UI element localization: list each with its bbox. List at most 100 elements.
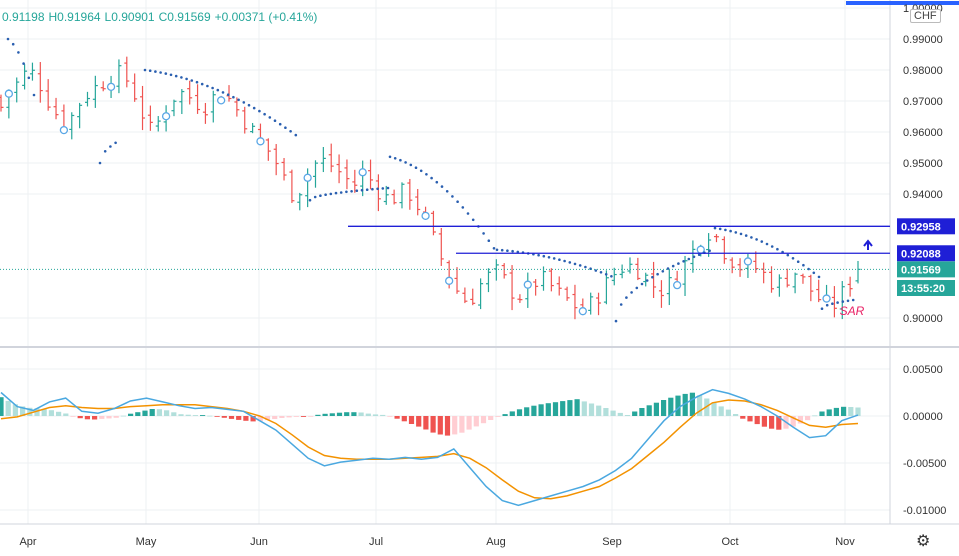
macd-histogram-bar <box>135 412 141 416</box>
resistance-badge-bg <box>897 218 955 235</box>
sar-dot <box>154 70 157 73</box>
macd-histogram-bar <box>156 409 162 416</box>
macd-histogram <box>0 392 861 436</box>
sar-dot <box>263 112 266 116</box>
candle <box>603 270 609 305</box>
sar-dot <box>713 226 717 230</box>
sar-dot <box>345 190 348 194</box>
candle <box>124 56 130 88</box>
candle <box>407 178 413 210</box>
sar-dot <box>697 253 701 256</box>
candle <box>611 267 617 286</box>
macd-histogram-bar <box>488 416 494 420</box>
macd-histogram-bar <box>603 408 609 416</box>
sar-dot <box>817 275 821 279</box>
macd-histogram-bar <box>581 401 587 416</box>
sar-dot <box>365 188 369 191</box>
macd-axis-label: 0.00500 <box>903 364 943 376</box>
sar-dot <box>765 242 769 246</box>
macd-histogram-bar <box>56 411 62 416</box>
macd-histogram-bar <box>653 402 659 416</box>
sar-label: SAR <box>840 304 865 318</box>
support-badge-bg <box>897 245 955 262</box>
candle <box>541 266 547 291</box>
event-marker-icon <box>106 82 116 92</box>
macd-histogram-bar <box>142 410 148 416</box>
time-axis-label: Oct <box>721 536 738 548</box>
candle <box>666 269 672 306</box>
sar-dot <box>682 260 685 263</box>
macd-histogram-bar <box>48 410 54 416</box>
macd-histogram-bar <box>675 395 681 416</box>
sar-dot <box>103 150 107 153</box>
candle <box>328 143 334 173</box>
candle <box>147 105 153 131</box>
currency-badge[interactable]: CHF <box>910 9 941 23</box>
macd-histogram-bar <box>207 415 213 417</box>
event-marker-icon <box>303 173 312 182</box>
macd-histogram-bar <box>560 401 566 416</box>
macd-histogram-bar <box>790 416 796 427</box>
macd-histogram-bar <box>171 412 177 416</box>
macd-histogram-bar <box>380 414 386 416</box>
event-marker-icon <box>4 89 14 98</box>
sar-dot <box>547 255 551 259</box>
macd-histogram-bar <box>257 416 263 422</box>
candle <box>816 279 822 303</box>
macd-histogram-bar <box>466 416 472 430</box>
candle <box>462 287 468 304</box>
macd-histogram-bar <box>639 408 645 416</box>
candle <box>430 210 436 236</box>
macd-histogram-bar <box>308 416 314 417</box>
sar-dot <box>610 275 613 278</box>
macd-axis-label: -0.00500 <box>903 458 946 470</box>
sar-dot <box>734 231 738 234</box>
sar-dot <box>645 279 649 282</box>
sar-dot <box>22 62 25 65</box>
sar-dot <box>376 187 379 191</box>
candle <box>391 189 397 205</box>
candle <box>22 64 28 90</box>
event-marker-icon <box>161 112 171 121</box>
gear-icon[interactable]: ⚙ <box>916 533 931 550</box>
sar-dot <box>671 264 675 268</box>
macd-histogram-bar <box>120 415 126 417</box>
sar-dot <box>796 260 800 264</box>
sar-dot <box>211 86 214 90</box>
macd-histogram-bar <box>444 416 451 436</box>
event-marker-icon <box>59 125 69 135</box>
event-marker-icon <box>822 294 831 303</box>
candle <box>729 257 735 274</box>
sar-dot <box>812 271 816 275</box>
candle <box>242 106 248 134</box>
legend-change: +0.00371 (+0.41%) <box>214 10 318 24</box>
legend-open: 0.91198 <box>2 10 45 24</box>
candle <box>619 264 625 279</box>
macd-histogram-bar <box>661 400 667 416</box>
event-marker-icon <box>421 211 430 221</box>
sar-dot <box>164 72 168 75</box>
macd-histogram-bar <box>286 416 292 418</box>
candle <box>100 81 106 92</box>
sar-dot <box>656 272 659 276</box>
macd-signal-line <box>0 399 859 500</box>
sar-dot <box>200 82 204 86</box>
candle <box>839 281 845 320</box>
sar-dot <box>386 186 390 190</box>
candle <box>556 276 562 296</box>
macd-histogram-bar <box>106 416 112 419</box>
sar-dot <box>409 163 413 167</box>
candle <box>753 251 759 273</box>
macd-histogram-bar <box>588 403 595 416</box>
sar-dot <box>841 300 845 303</box>
sar-dot <box>273 119 277 122</box>
legend-close: C0.91569 <box>158 10 211 24</box>
macd-histogram-bar <box>805 416 811 421</box>
sar-dot <box>360 188 364 192</box>
macd-histogram-bar <box>552 402 559 416</box>
macd-histogram-bar <box>574 399 580 416</box>
macd-histogram-bar <box>178 414 184 416</box>
candle <box>336 154 342 184</box>
sar-dot <box>308 198 312 202</box>
